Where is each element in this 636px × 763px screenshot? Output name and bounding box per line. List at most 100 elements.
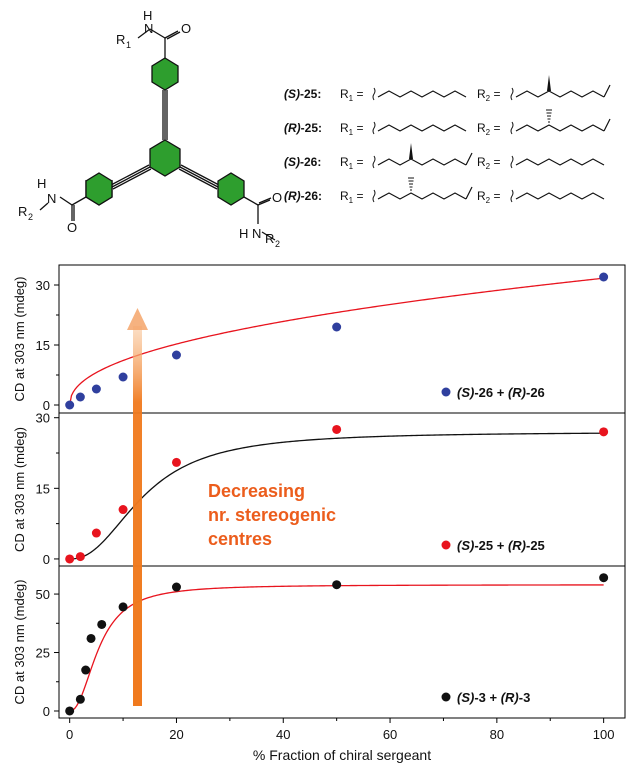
x-tick-label: 60 bbox=[383, 727, 397, 742]
compound-row: (S)-26: R1 = R2 = bbox=[284, 143, 605, 171]
y-tick-label: 30 bbox=[36, 278, 50, 293]
alkyl-chain bbox=[515, 90, 605, 98]
compound-name: (S)-26: bbox=[284, 155, 321, 169]
data-point bbox=[75, 694, 85, 704]
annotation-line-2: nr. stereogenic bbox=[208, 505, 336, 525]
legend-label: (S)-3 + (R)-3 bbox=[457, 690, 530, 705]
r2-left-sub: 2 bbox=[28, 212, 33, 222]
alkyl-chain bbox=[377, 90, 467, 98]
top-n-atom: N bbox=[144, 21, 153, 36]
x-tick-label: 100 bbox=[593, 727, 615, 742]
data-point bbox=[171, 350, 181, 360]
attachment-mark bbox=[372, 121, 376, 135]
legend-marker bbox=[441, 540, 451, 550]
alkyl-chain bbox=[377, 124, 467, 132]
data-point bbox=[599, 272, 609, 282]
data-point bbox=[118, 505, 128, 515]
data-point bbox=[65, 400, 75, 410]
data-point bbox=[599, 573, 609, 583]
y-tick-label: 30 bbox=[36, 411, 50, 426]
top-amide-group bbox=[137, 28, 181, 58]
data-point bbox=[171, 582, 181, 592]
stereo-wedge bbox=[409, 143, 413, 159]
right-n-atom: N bbox=[252, 226, 261, 241]
compound-definitions: (S)-25: R1 = R2 = (R)-25: R1 = R2 = (S)-26: R1 … bbox=[284, 75, 611, 205]
y-axis-label: CD at 303 nm (mdeg) bbox=[12, 580, 27, 705]
y-tick-label: 0 bbox=[43, 398, 50, 413]
right-alkyne bbox=[178, 164, 220, 190]
y-tick-label: 0 bbox=[43, 704, 50, 719]
compound-name: (S)-25: bbox=[284, 87, 321, 101]
terminal-branch bbox=[465, 186, 473, 200]
y-tick-label: 0 bbox=[43, 552, 50, 567]
data-point bbox=[75, 392, 85, 402]
r2-left-label: R bbox=[18, 204, 27, 219]
right-o-atom: O bbox=[272, 190, 282, 205]
r2-symbol: R2 = bbox=[477, 155, 500, 171]
right-h-atom: H bbox=[239, 226, 248, 241]
top-o-atom: O bbox=[181, 21, 191, 36]
attachment-mark bbox=[372, 189, 376, 203]
data-point bbox=[332, 424, 342, 434]
chart-panel-bottom: 0 25 50 CD at 303 nm (mdeg) (S)-3 + (R)-3 0 20… bbox=[12, 565, 626, 763]
r2-right-sub: 2 bbox=[275, 239, 280, 249]
data-point bbox=[91, 528, 101, 538]
alkyl-chain bbox=[515, 192, 605, 200]
right-benzene-ring bbox=[217, 172, 245, 206]
y-axis-label: CD at 303 nm (mdeg) bbox=[12, 427, 27, 552]
stereo-wedge bbox=[547, 75, 551, 91]
central-benzene-ring bbox=[149, 139, 181, 177]
y-tick-label: 15 bbox=[36, 338, 50, 353]
y-tick-label: 15 bbox=[36, 481, 50, 496]
data-point bbox=[91, 384, 101, 394]
data-point bbox=[332, 322, 342, 332]
attachment-mark bbox=[510, 87, 514, 101]
molecule-labels: H N O R 1 H N R 2 O O H N R 2 bbox=[18, 8, 282, 249]
r1-symbol: R1 = bbox=[340, 155, 363, 171]
panel-frame bbox=[58, 565, 626, 719]
alkyl-chain bbox=[377, 192, 467, 200]
data-point bbox=[332, 580, 342, 590]
top-alkyne bbox=[162, 90, 168, 140]
molecule-structure bbox=[39, 28, 276, 241]
r1-symbol: R1 = bbox=[340, 121, 363, 137]
data-point bbox=[65, 706, 75, 716]
r2-symbol: R2 = bbox=[477, 189, 500, 205]
r1-symbol: R1 = bbox=[340, 87, 363, 103]
annotation: Decreasing nr. stereogenic centres bbox=[208, 481, 336, 549]
left-amide-group bbox=[39, 196, 87, 221]
chart-panel-top: 0 15 30 CD at 303 nm (mdeg) (S)-26 + (R)-26 bbox=[12, 264, 626, 414]
fit-curve bbox=[69, 277, 604, 406]
data-point bbox=[75, 552, 85, 562]
attachment-mark bbox=[510, 155, 514, 169]
data-point bbox=[171, 457, 181, 467]
data-point bbox=[81, 665, 91, 675]
data-point bbox=[65, 554, 75, 564]
compound-name: (R)-26: bbox=[284, 189, 322, 203]
r1-sub: 1 bbox=[126, 40, 131, 50]
terminal-branch bbox=[603, 118, 611, 132]
legend-label: (S)-26 + (R)-26 bbox=[457, 385, 545, 400]
fit-curve bbox=[69, 432, 604, 560]
legend-marker bbox=[441, 387, 451, 397]
y-axis-label: CD at 303 nm (mdeg) bbox=[12, 277, 27, 402]
r1-symbol: R1 = bbox=[340, 189, 363, 205]
terminal-branch bbox=[603, 84, 611, 98]
r2-symbol: R2 = bbox=[477, 121, 500, 137]
compound-row: (R)-25: R1 = R2 = bbox=[284, 109, 611, 137]
top-benzene-ring bbox=[151, 57, 179, 91]
x-tick-label: 20 bbox=[169, 727, 183, 742]
attachment-mark bbox=[372, 87, 376, 101]
y-tick-label: 50 bbox=[36, 587, 50, 602]
legend-marker bbox=[441, 692, 451, 702]
alkyl-chain bbox=[515, 158, 605, 166]
left-o-atom: O bbox=[67, 220, 77, 235]
top-h-atom: H bbox=[143, 8, 152, 23]
annotation-line-1: Decreasing bbox=[208, 481, 305, 501]
data-point bbox=[97, 619, 107, 629]
x-tick-label: 0 bbox=[66, 727, 73, 742]
chart-panel-middle: 0 15 30 CD at 303 nm (mdeg) (S)-25 + (R)-25 bbox=[12, 411, 626, 567]
x-tick-label: 40 bbox=[276, 727, 290, 742]
